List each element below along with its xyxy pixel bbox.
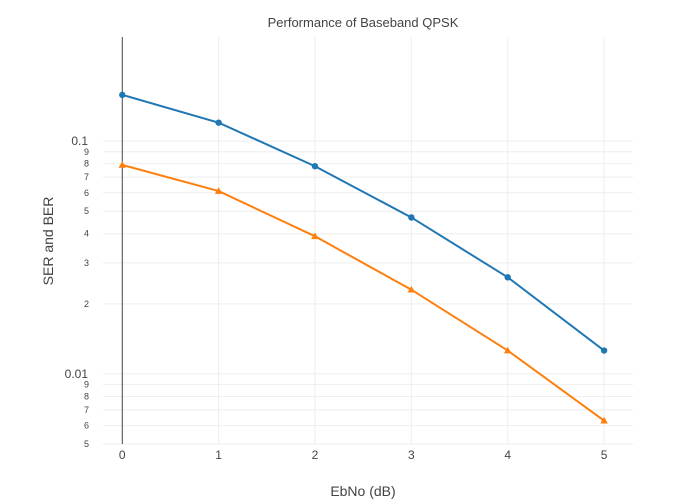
series-1-point bbox=[311, 163, 319, 170]
series-1-point bbox=[119, 91, 126, 99]
series-1-point bbox=[408, 214, 415, 221]
y-minor-tick-label: 5 bbox=[84, 439, 89, 449]
series-1-point bbox=[504, 274, 511, 281]
y-minor-tick-label: 4 bbox=[84, 229, 89, 239]
series-2-point bbox=[407, 285, 416, 293]
y-minor-tick-label: 6 bbox=[84, 188, 89, 198]
y-minor-tick-label: 6 bbox=[84, 421, 89, 431]
series-1-point bbox=[215, 119, 222, 126]
series-2-line bbox=[122, 163, 605, 422]
y-minor-tick-label: 9 bbox=[84, 147, 89, 157]
x-tick-label: 2 bbox=[312, 448, 319, 462]
y-minor-tick-label: 7 bbox=[84, 405, 89, 415]
series-1-line bbox=[121, 93, 605, 352]
x-tick-label: 1 bbox=[215, 448, 222, 462]
y-minor-tick-label: 2 bbox=[84, 299, 89, 309]
y-axis-title: SER and BER bbox=[40, 197, 56, 286]
series-2-point bbox=[118, 161, 127, 168]
x-tick-label: 0 bbox=[119, 448, 126, 462]
series-2-point bbox=[214, 187, 223, 194]
y-minor-tick-label: 5 bbox=[84, 206, 89, 216]
y-minor-tick-label: 8 bbox=[84, 391, 89, 401]
series-2-point bbox=[503, 346, 512, 354]
series-layer bbox=[118, 91, 608, 424]
y-major-tick-label: 0.01 bbox=[65, 367, 89, 381]
x-tick-label: 3 bbox=[408, 448, 415, 462]
y-minor-tick-label: 9 bbox=[84, 380, 89, 390]
y-minor-tick-label: 8 bbox=[84, 159, 89, 169]
chart-title: Performance of Baseband QPSK bbox=[268, 15, 459, 30]
series-2-point bbox=[311, 232, 319, 240]
y-minor-tick-label: 3 bbox=[84, 258, 89, 268]
y-major-tick-label: 0.1 bbox=[71, 134, 88, 148]
series-2-point bbox=[600, 416, 608, 424]
x-tick-label: 5 bbox=[601, 448, 608, 462]
series-1-point bbox=[600, 347, 608, 354]
x-tick-label: 4 bbox=[504, 448, 511, 462]
grid-layer bbox=[103, 37, 633, 445]
x-tick-layer: 0 1 2 3 4 5 bbox=[119, 448, 608, 462]
y-minor-tick-label: 7 bbox=[84, 172, 89, 182]
x-axis-title: EbNo (dB) bbox=[330, 483, 395, 499]
